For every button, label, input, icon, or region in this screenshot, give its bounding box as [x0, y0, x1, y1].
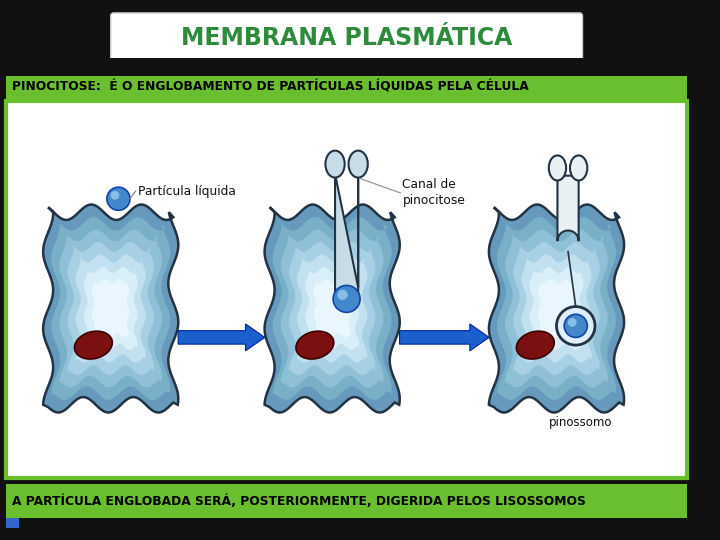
FancyBboxPatch shape	[111, 13, 582, 61]
Bar	[0, 58, 693, 76]
Polygon shape	[51, 217, 170, 400]
Ellipse shape	[570, 156, 588, 180]
Polygon shape	[335, 174, 358, 299]
Polygon shape	[513, 242, 600, 375]
Ellipse shape	[348, 151, 368, 178]
Text: A PARTÍCULA ENGLOBADA SERÁ, POSTERIORMENTE, DIGERIDA PELOS LISOSSOMOS: A PARTÍCULA ENGLOBADA SERÁ, POSTERIORMEN…	[12, 494, 585, 508]
Polygon shape	[91, 279, 130, 338]
Text: Partícula líquida: Partícula líquida	[138, 185, 235, 198]
Ellipse shape	[516, 331, 554, 359]
Polygon shape	[273, 217, 392, 400]
Polygon shape	[557, 176, 579, 241]
Text: pinossomo: pinossomo	[549, 416, 612, 429]
Polygon shape	[489, 205, 624, 413]
Circle shape	[557, 307, 595, 345]
Polygon shape	[521, 254, 592, 362]
Polygon shape	[313, 279, 351, 338]
Bar	[6, 484, 688, 518]
Circle shape	[564, 314, 588, 338]
Polygon shape	[400, 324, 489, 351]
Text: PINOCITOSE:  É O ENGLOBAMENTO DE PARTÍCULAS LÍQUIDAS PELA CÉLULA: PINOCITOSE: É O ENGLOBAMENTO DE PARTÍCUL…	[12, 80, 528, 93]
Polygon shape	[305, 267, 359, 350]
Ellipse shape	[74, 331, 112, 359]
Polygon shape	[59, 230, 162, 388]
Polygon shape	[297, 254, 367, 362]
Polygon shape	[289, 242, 375, 375]
Circle shape	[111, 191, 120, 200]
Polygon shape	[84, 267, 138, 350]
Text: MEMBRANA PLASMÁTICA: MEMBRANA PLASMÁTICA	[181, 26, 513, 50]
Polygon shape	[538, 279, 575, 338]
Circle shape	[568, 318, 577, 327]
Polygon shape	[497, 217, 616, 400]
Polygon shape	[264, 205, 400, 413]
Circle shape	[338, 290, 348, 300]
Text: Canal de
pinocitose: Canal de pinocitose	[402, 179, 465, 207]
Bar	[6, 76, 688, 99]
Circle shape	[107, 187, 130, 210]
Circle shape	[333, 286, 360, 312]
Polygon shape	[43, 205, 179, 413]
Polygon shape	[76, 254, 146, 362]
Polygon shape	[529, 267, 583, 350]
Ellipse shape	[325, 151, 345, 178]
Polygon shape	[281, 230, 384, 388]
Bar	[6, 518, 19, 528]
Bar	[6, 100, 688, 478]
Polygon shape	[178, 324, 265, 351]
Ellipse shape	[549, 156, 566, 180]
Polygon shape	[68, 242, 154, 375]
Polygon shape	[505, 230, 608, 388]
Ellipse shape	[296, 331, 334, 359]
